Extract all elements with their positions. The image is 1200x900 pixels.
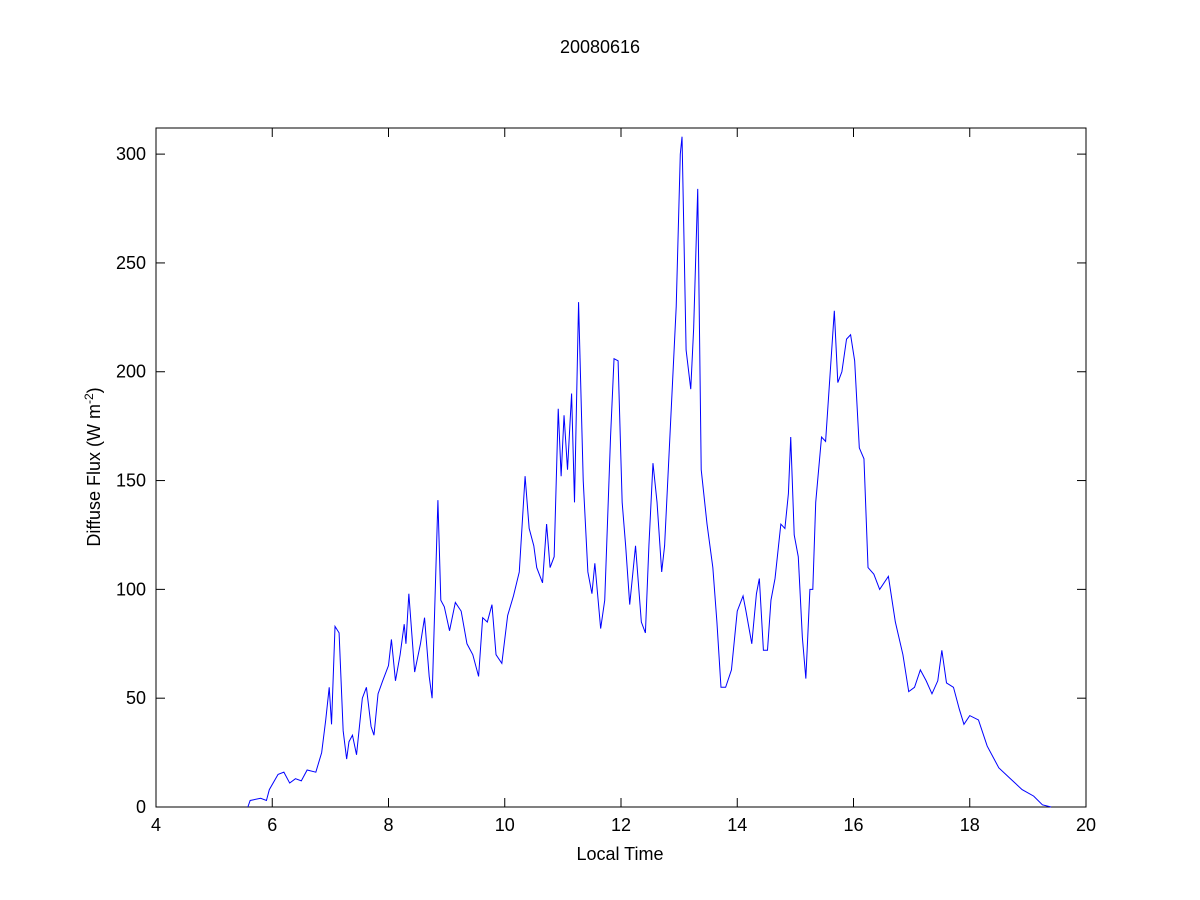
y-tick-label: 0 (136, 797, 146, 817)
x-tick-label: 18 (960, 815, 980, 835)
y-axis-label-text: Diffuse Flux (W m (84, 404, 104, 547)
x-tick-label: 12 (611, 815, 631, 835)
y-axis-label-superscript: -2 (82, 393, 96, 404)
y-tick-label: 150 (116, 471, 146, 491)
x-tick-label: 6 (267, 815, 277, 835)
x-tick-label: 14 (727, 815, 747, 835)
x-axis-label: Local Time (576, 844, 663, 864)
y-tick-label: 250 (116, 253, 146, 273)
x-tick-label: 10 (495, 815, 515, 835)
y-tick-label: 300 (116, 144, 146, 164)
chart-title: 20080616 (560, 37, 640, 57)
y-tick-label: 200 (116, 362, 146, 382)
x-tick-label: 16 (843, 815, 863, 835)
y-tick-label: 50 (126, 688, 146, 708)
x-tick-label: 8 (383, 815, 393, 835)
data-line (247, 136, 1052, 808)
x-tick-label: 20 (1076, 815, 1096, 835)
y-tick-label: 100 (116, 579, 146, 599)
y-axis-label: Diffuse Flux (W m-2) (82, 387, 104, 546)
x-tick-label: 4 (151, 815, 161, 835)
y-axis-label-suffix: ) (84, 387, 104, 393)
